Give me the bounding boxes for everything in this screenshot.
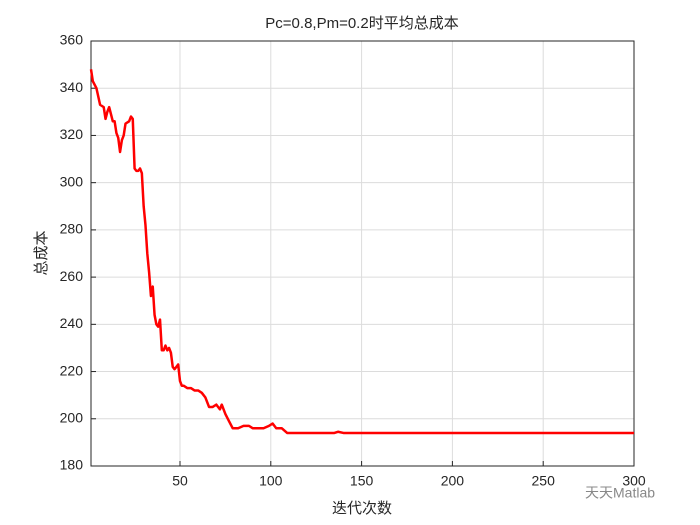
y-tick-label: 320: [60, 126, 84, 142]
x-tick-label: 150: [350, 473, 374, 489]
x-tick-label: 250: [532, 473, 556, 489]
x-tick-label: 50: [172, 473, 188, 489]
y-tick-label: 260: [60, 268, 84, 284]
y-tick-label: 300: [60, 173, 84, 189]
data-line: [89, 69, 634, 435]
y-tick-label: 340: [60, 79, 84, 95]
y-tick-label: 360: [60, 32, 84, 48]
x-tick-label: 200: [441, 473, 465, 489]
chart-title: Pc=0.8,Pm=0.2时平均总成本: [265, 15, 458, 32]
y-axis-label: 总成本: [33, 230, 50, 275]
x-tick-label: 100: [259, 473, 283, 489]
y-tick-label: 180: [60, 457, 84, 473]
x-axis-label: 迭代次数: [332, 500, 392, 517]
y-tick-label: 280: [60, 221, 84, 237]
plot-frame: [90, 40, 635, 467]
watermark: 天天Matlab: [585, 485, 655, 501]
y-tick-label: 240: [60, 315, 84, 331]
y-tick-label: 200: [60, 409, 84, 425]
y-tick-label: 220: [60, 362, 84, 378]
x-tick-label: 300: [622, 473, 646, 489]
